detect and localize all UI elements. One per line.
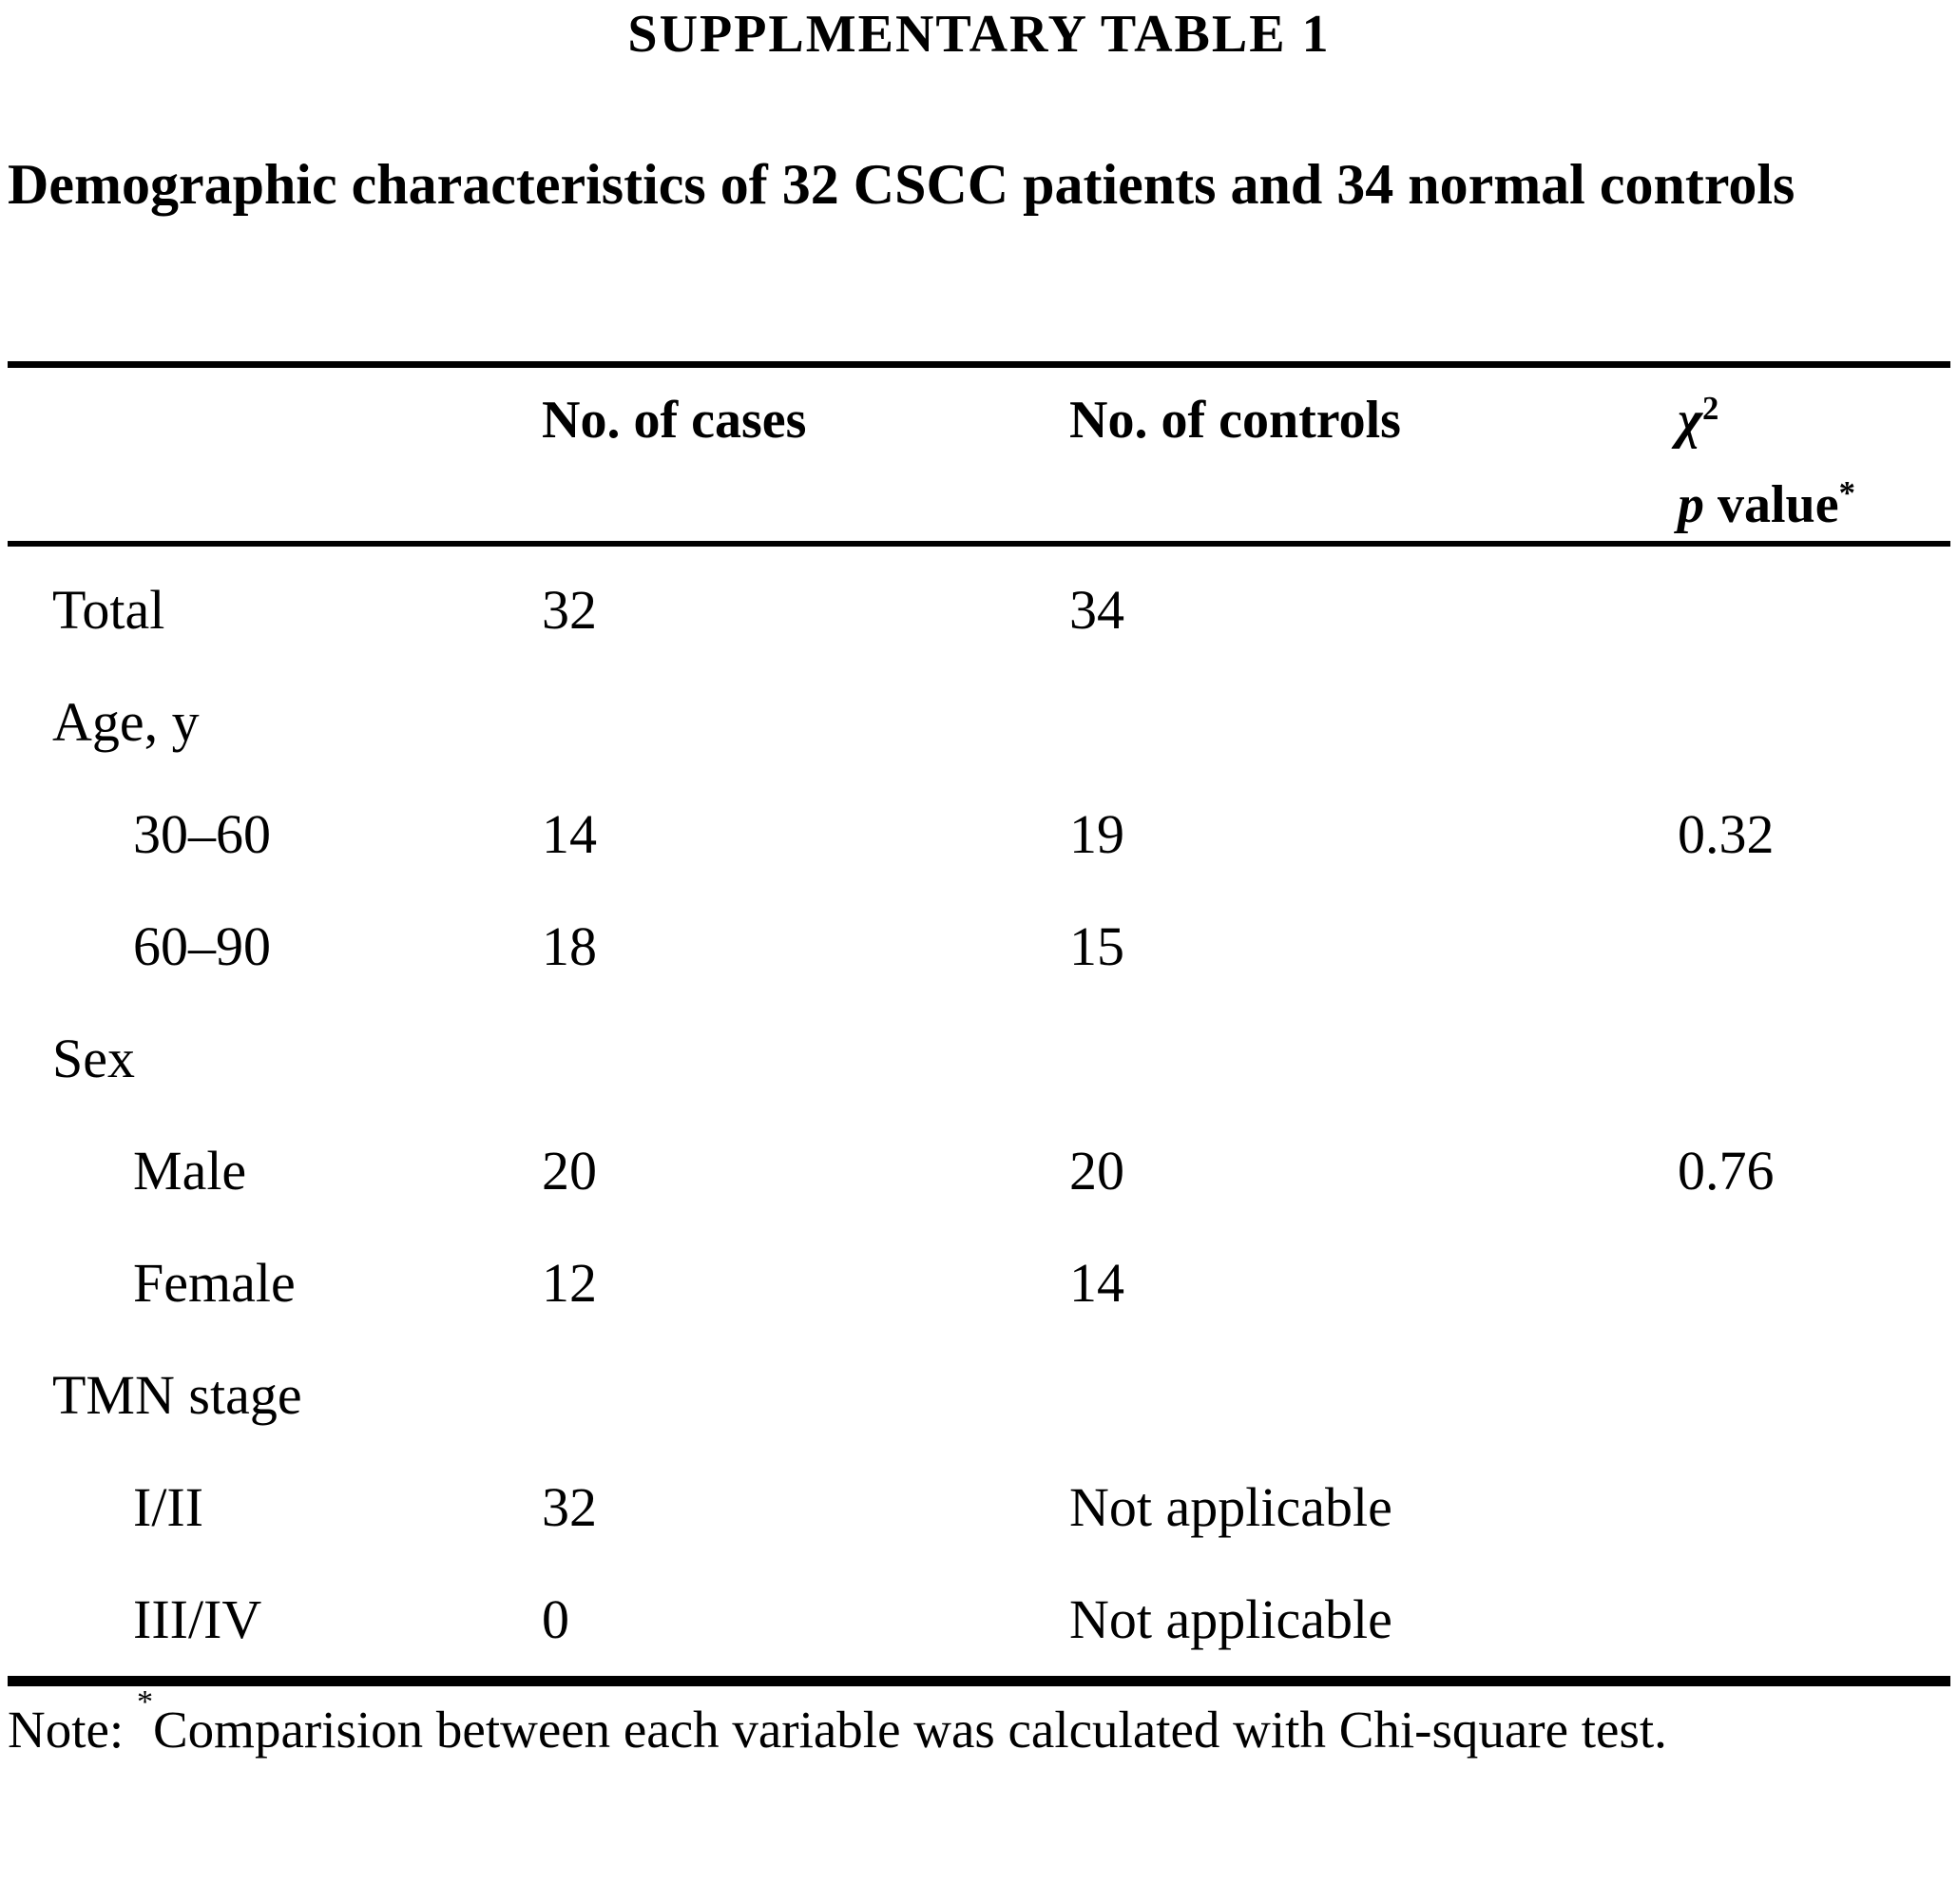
footnote-asterisk: * — [136, 1684, 153, 1721]
table-row-sex-group: Sex — [0, 1003, 1958, 1115]
p-value-label: p value* — [1678, 473, 1855, 534]
controls-value: 14 — [1069, 1251, 1124, 1314]
table-rule-bottom — [8, 1675, 1950, 1686]
column-header-empty — [52, 381, 542, 550]
p-value: 0.32 — [1678, 802, 1775, 865]
table-row-male: Male 20 20 0.76 — [0, 1115, 1958, 1227]
table-row-age-group: Age, y — [0, 666, 1958, 779]
table-caption: Demographic characteristics of 32 CSCC p… — [8, 152, 1795, 216]
controls-value: Not applicable — [1069, 1587, 1392, 1650]
chi-squared-symbol: χ2 — [1678, 389, 1719, 450]
row-label: TMN stage — [52, 1363, 302, 1426]
cases-value: 14 — [542, 802, 597, 865]
row-label: Sex — [52, 1027, 135, 1089]
row-label: 30–60 — [133, 802, 271, 865]
row-label: Total — [52, 578, 165, 641]
table-row-age-60-90: 60–90 18 15 — [0, 891, 1958, 1003]
row-label: 60–90 — [133, 914, 271, 977]
row-label: III/IV — [133, 1587, 262, 1650]
cases-value: 18 — [542, 914, 597, 977]
cases-value: 32 — [542, 1475, 597, 1538]
controls-value: 19 — [1069, 802, 1124, 865]
table-header-row: No. of cases No. of controls χ2 p value* — [0, 368, 1958, 541]
row-label: I/II — [133, 1475, 204, 1538]
table-rule-header — [8, 540, 1950, 547]
table-row-stage-3-4: III/IV 0 Not applicable — [0, 1564, 1958, 1676]
row-label: Female — [133, 1251, 296, 1314]
table-rule-top — [8, 360, 1950, 368]
table-row-female: Female 12 14 — [0, 1227, 1958, 1339]
column-header-cases: No. of cases — [542, 390, 807, 450]
row-label: Age, y — [52, 690, 200, 753]
controls-value: 15 — [1069, 914, 1124, 977]
controls-value: Not applicable — [1069, 1475, 1392, 1538]
page-title: SUPPLMENTARY TABLE 1 — [627, 5, 1331, 64]
footnote-text: Comparision between each variable was ca… — [153, 1700, 1667, 1759]
controls-value: 20 — [1069, 1139, 1124, 1202]
table-row-total: Total 32 34 — [0, 554, 1958, 666]
p-value: 0.76 — [1678, 1139, 1775, 1202]
cases-value: 0 — [542, 1587, 569, 1650]
cases-value: 32 — [542, 578, 597, 641]
footnote-prefix: Note: — [8, 1700, 137, 1759]
table-footnote: Note: *Comparision between each variable… — [8, 1684, 1899, 1762]
table-row-stage-1-2: I/II 32 Not applicable — [0, 1452, 1958, 1564]
cases-value: 20 — [542, 1139, 597, 1202]
controls-value: 34 — [1069, 578, 1124, 641]
cases-value: 12 — [542, 1251, 597, 1314]
row-label: Male — [133, 1139, 247, 1202]
column-header-controls: No. of controls — [1069, 390, 1401, 450]
column-header-chi-pvalue: χ2 p value* — [1678, 381, 1958, 550]
table-row-age-30-60: 30–60 14 19 0.32 — [0, 779, 1958, 891]
table-row-tmn-group: TMN stage — [0, 1339, 1958, 1452]
table-body: Total 32 34 Age, y 30–60 14 19 0.32 60–9… — [0, 547, 1958, 1676]
